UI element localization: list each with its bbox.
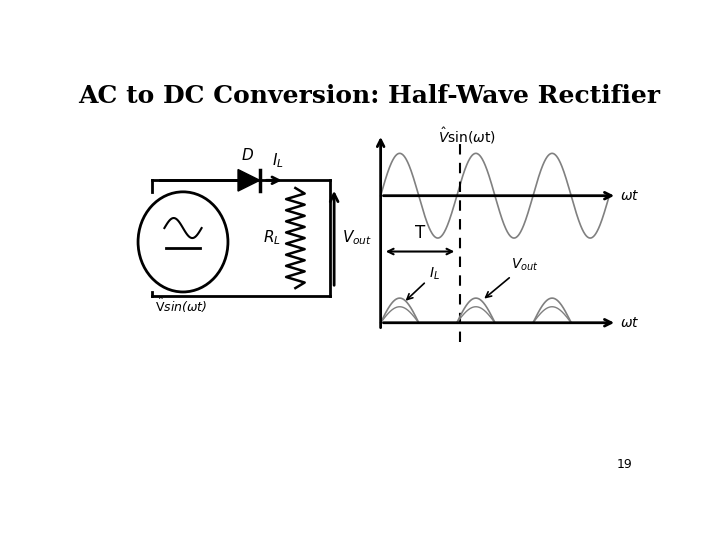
Text: $V_{out}$: $V_{out}$ <box>342 229 372 247</box>
Polygon shape <box>238 170 260 191</box>
Text: $V_{out}$: $V_{out}$ <box>486 257 539 298</box>
Text: $R_L$: $R_L$ <box>264 229 281 247</box>
Text: AC to DC Conversion: Half-Wave Rectifier: AC to DC Conversion: Half-Wave Rectifier <box>78 84 660 108</box>
Text: $\omega t$: $\omega t$ <box>620 316 639 330</box>
Text: $I_L$: $I_L$ <box>272 151 284 170</box>
Text: $\omega t$: $\omega t$ <box>620 188 639 202</box>
Text: T: T <box>415 224 426 242</box>
Text: D: D <box>241 148 253 164</box>
Text: $I_L$: $I_L$ <box>407 265 440 300</box>
Text: $\hat{\mathrm{V}}$sin($\omega$t): $\hat{\mathrm{V}}$sin($\omega$t) <box>156 296 207 315</box>
Text: 19: 19 <box>617 458 632 471</box>
Text: $\hat{V}$sin($\omega$t): $\hat{V}$sin($\omega$t) <box>438 125 497 146</box>
